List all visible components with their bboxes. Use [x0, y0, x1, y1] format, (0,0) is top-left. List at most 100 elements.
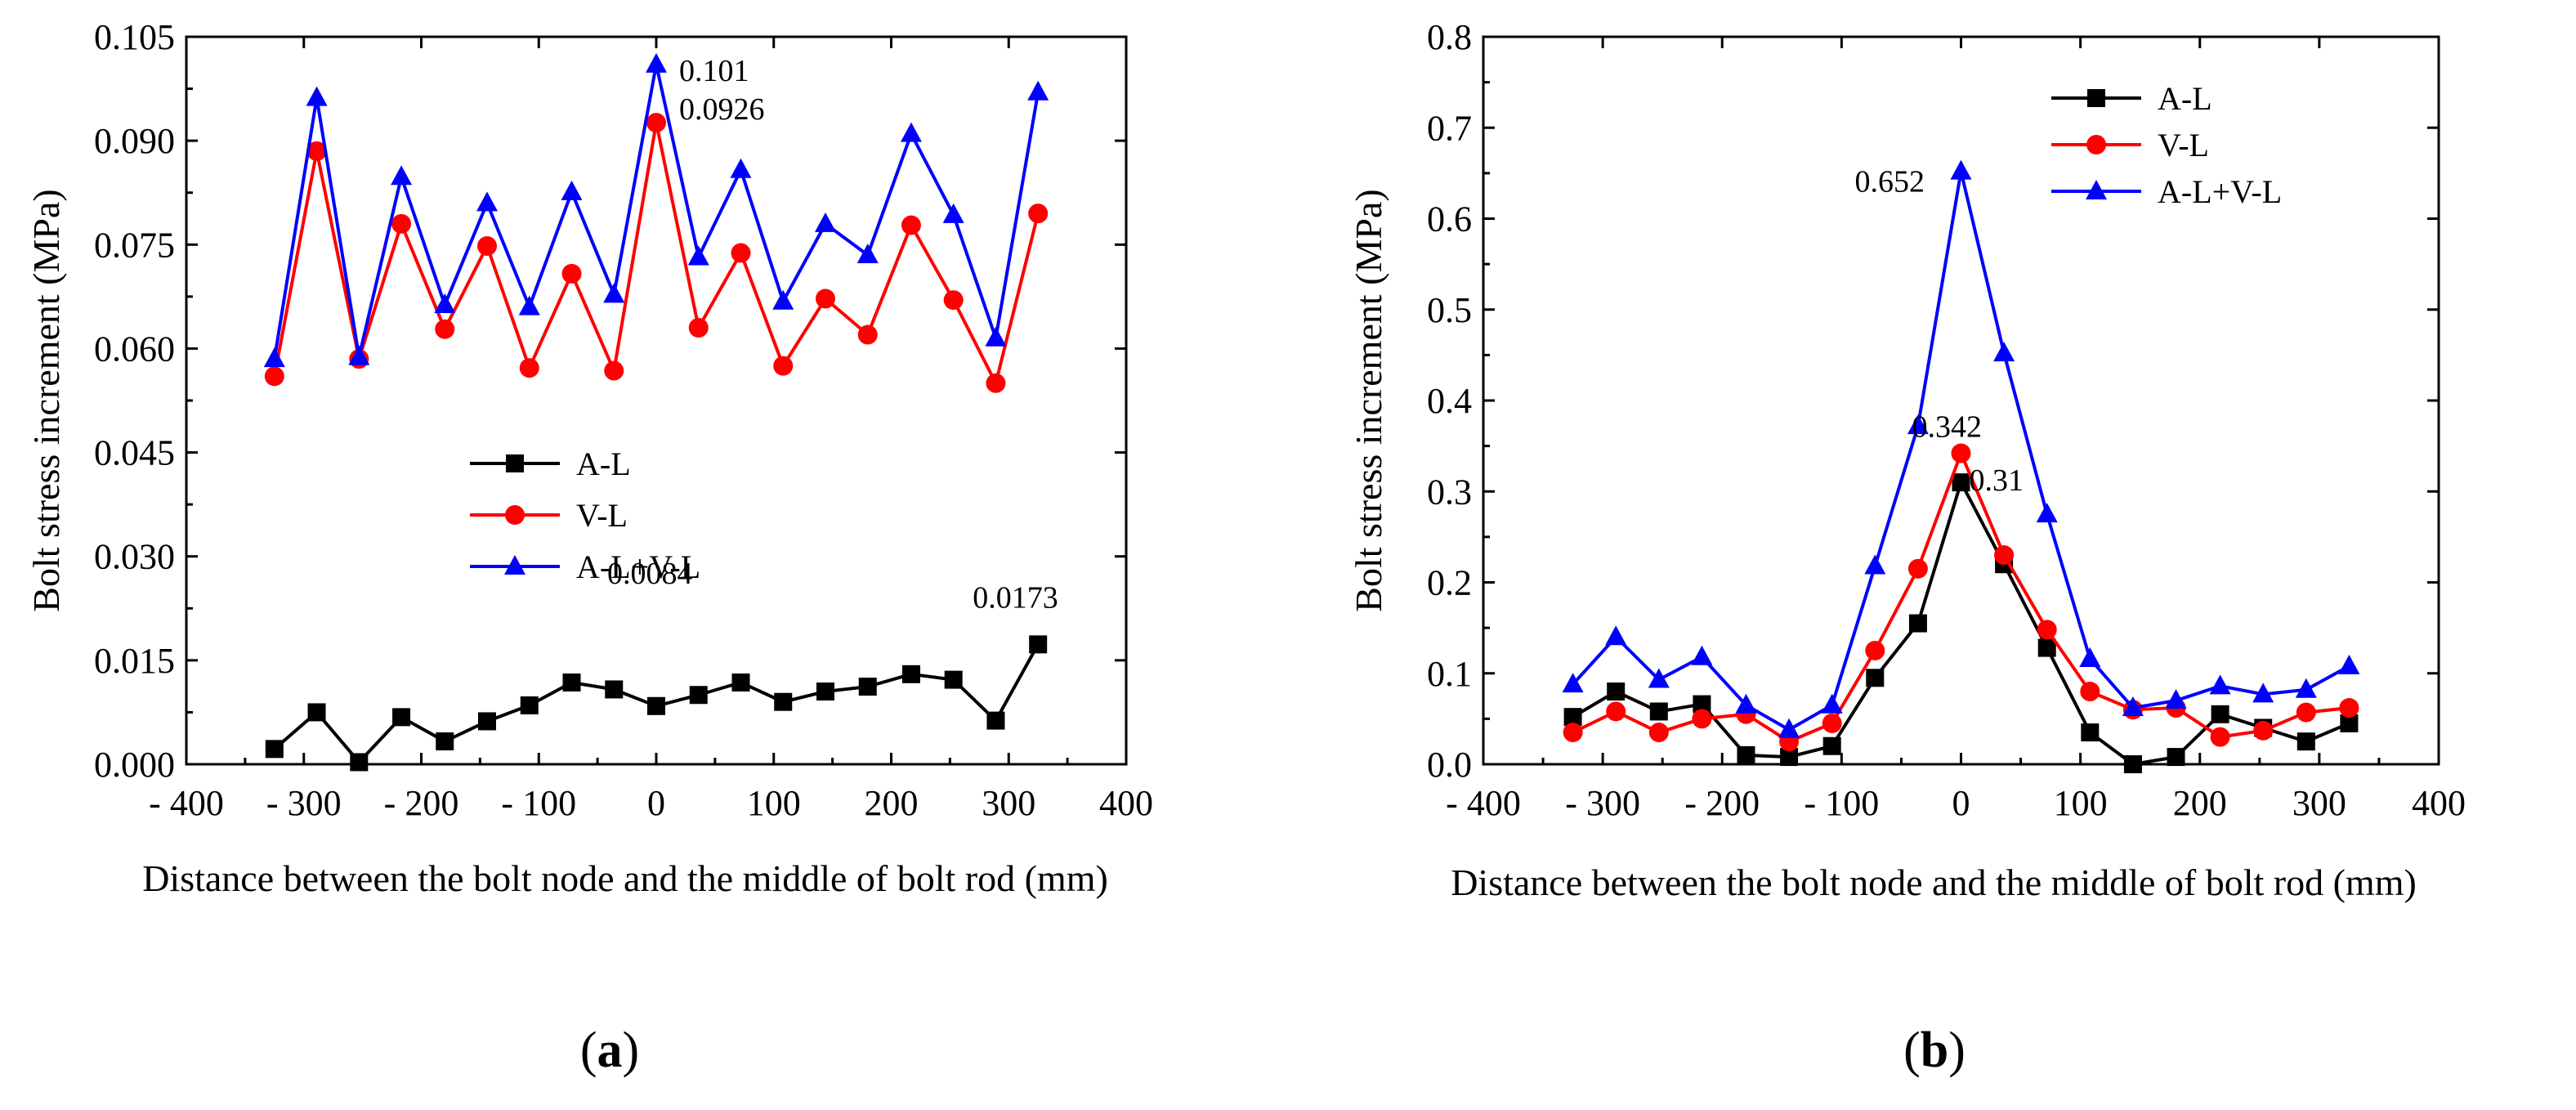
- data-point: [1950, 159, 1972, 180]
- data-point: [520, 696, 539, 714]
- x-tick-label: - 400: [149, 783, 224, 823]
- x-axis-label: Distance between the bolt node and the m…: [142, 857, 1108, 899]
- data-label: 0.652: [1855, 165, 1925, 199]
- data-point: [2122, 696, 2144, 717]
- series-line-a-l-plus-v-l: [272, 64, 1040, 360]
- x-tick-label: - 200: [1684, 783, 1760, 823]
- plot-frame: [185, 35, 1128, 766]
- data-point: [1994, 545, 2015, 566]
- data-point: [604, 360, 624, 381]
- data-point: [942, 203, 964, 223]
- x-tick-label: - 100: [1805, 783, 1880, 823]
- data-point: [477, 235, 497, 256]
- data-label: 0.31: [1970, 463, 2024, 498]
- data-point: [2295, 678, 2317, 698]
- data-point: [1692, 709, 1712, 729]
- y-tick-label: 0.5: [1427, 290, 1472, 330]
- data-point: [647, 696, 665, 715]
- data-point: [2165, 689, 2187, 709]
- data-label: 0.0173: [973, 580, 1058, 615]
- y-tick-label: 0.6: [1427, 199, 1472, 239]
- panel-label-close: ): [623, 1023, 640, 1078]
- x-tick-label: 100: [747, 783, 801, 823]
- data-point: [1029, 635, 1048, 654]
- data-point: [2338, 654, 2360, 674]
- data-point: [857, 324, 878, 345]
- y-tick-label: 0.105: [94, 17, 175, 57]
- data-point: [306, 141, 327, 161]
- data-point: [2079, 647, 2101, 667]
- data-point: [2253, 720, 2274, 741]
- legend-marker: [505, 505, 525, 525]
- data-point: [1563, 708, 1582, 727]
- data-point: [1563, 723, 1583, 743]
- data-point: [901, 215, 921, 235]
- data-point: [476, 191, 498, 212]
- panel-label-open: (: [1903, 1023, 1921, 1078]
- data-point: [1907, 414, 1929, 435]
- data-point: [1865, 640, 1885, 660]
- panel-label-close: ): [1948, 1023, 1966, 1078]
- legend-label: V-L: [2158, 127, 2209, 163]
- data-point: [1822, 713, 1842, 733]
- data-point: [434, 293, 456, 314]
- data-point: [773, 356, 794, 376]
- data-point: [2339, 698, 2359, 718]
- data-point: [687, 245, 709, 266]
- x-tick-label: 300: [2292, 783, 2346, 823]
- data-point: [900, 122, 922, 142]
- data-point: [1951, 443, 1971, 463]
- data-point: [605, 680, 624, 699]
- data-point: [1648, 668, 1670, 688]
- legend-label: V-L: [576, 497, 628, 534]
- data-point: [2340, 714, 2359, 732]
- data-point: [772, 289, 794, 310]
- data-point: [2296, 732, 2315, 751]
- data-point: [1606, 701, 1626, 722]
- x-tick-label: 300: [982, 783, 1035, 823]
- data-point: [2036, 503, 2058, 523]
- y-tick-label: 0.015: [94, 641, 175, 681]
- y-tick-label: 0.1: [1427, 654, 1472, 694]
- data-point: [2037, 638, 2056, 657]
- y-tick-label: 0.045: [94, 433, 175, 473]
- legend-marker: [2086, 135, 2106, 154]
- data-point: [519, 358, 539, 378]
- data-point: [1780, 748, 1799, 767]
- data-point: [774, 692, 793, 711]
- data-label: 0.101: [679, 54, 749, 88]
- data-point: [646, 113, 666, 133]
- data-point: [1822, 736, 1841, 755]
- data-point: [1648, 723, 1669, 743]
- legend-label: A-L: [576, 445, 631, 482]
- data-point: [350, 753, 369, 772]
- data-point: [986, 711, 1005, 730]
- data-point: [1778, 718, 1800, 738]
- data-point: [436, 732, 454, 751]
- data-point: [1993, 342, 2015, 362]
- data-point: [731, 243, 751, 263]
- data-point: [2252, 683, 2274, 703]
- data-point: [348, 345, 370, 365]
- data-point: [688, 318, 709, 338]
- data-point: [1693, 695, 1711, 714]
- data-point: [1907, 558, 1928, 579]
- series-line-v-l: [1572, 449, 2350, 744]
- data-point: [730, 158, 752, 178]
- data-point: [2123, 755, 2142, 773]
- data-point: [306, 86, 328, 106]
- x-tick-label: - 100: [501, 783, 576, 823]
- data-point: [1952, 473, 1970, 492]
- data-point: [858, 678, 877, 696]
- y-tick-label: 0.4: [1427, 381, 1472, 421]
- data-point: [2037, 620, 2057, 640]
- data-point: [603, 283, 625, 303]
- data-point: [1605, 625, 1627, 646]
- y-axis-label: Bolt stress increment (MPa): [1348, 189, 1389, 611]
- x-axis-label: Distance between the bolt node and the m…: [1451, 862, 2417, 903]
- data-point: [856, 244, 879, 263]
- y-tick-label: 0.000: [94, 745, 175, 785]
- data-point: [2210, 727, 2230, 747]
- panel-label: (a): [580, 1023, 639, 1078]
